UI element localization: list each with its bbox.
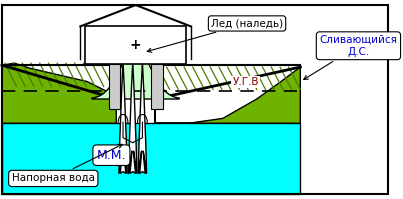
Text: Напорная вода: Напорная вода xyxy=(12,144,123,183)
Text: У.Г.В: У.Г.В xyxy=(233,77,259,87)
Bar xyxy=(2,123,300,194)
Polygon shape xyxy=(155,67,300,123)
Text: Лед (наледь): Лед (наледь) xyxy=(147,19,283,52)
Bar xyxy=(151,64,163,109)
Text: М.М.: М.М. xyxy=(97,149,126,162)
Text: +: + xyxy=(130,38,141,52)
Bar xyxy=(108,64,120,109)
Polygon shape xyxy=(2,63,116,123)
Bar xyxy=(85,26,186,64)
Polygon shape xyxy=(92,49,179,99)
Text: Сливающийся
Д.С.: Сливающийся Д.С. xyxy=(304,35,397,79)
